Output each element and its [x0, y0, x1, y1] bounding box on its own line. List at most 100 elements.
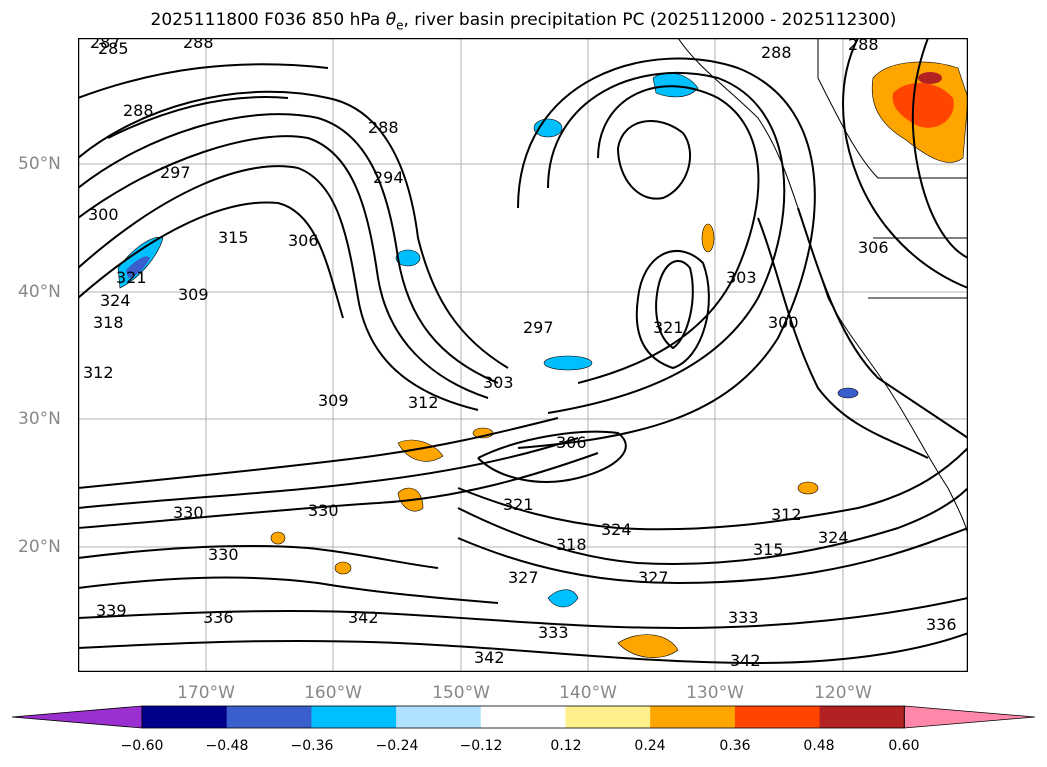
contour-label: 336 [926, 615, 957, 634]
contour-line [842, 38, 968, 289]
contour-label: 312 [771, 505, 802, 524]
contour-line [78, 545, 439, 569]
colorbar-tick: 0.60 [888, 738, 920, 754]
contour-line [577, 85, 760, 384]
contour-line [78, 576, 499, 604]
colorbar-segment [565, 706, 651, 728]
contour-label: 288 [368, 118, 399, 137]
contour-line [457, 487, 968, 565]
contour-line [547, 71, 786, 414]
contour-label: 324 [601, 520, 632, 539]
colorbar-tick: −0.60 [120, 738, 164, 754]
contour-line [78, 417, 559, 489]
contour-line [457, 447, 968, 531]
colorbar-segment [226, 706, 312, 728]
coastline [677, 38, 968, 539]
map-svg: 287 288 285 288 288 288 288 297 294 300 … [78, 38, 968, 672]
contour-label: 300 [768, 313, 799, 332]
contour-label: 339 [96, 601, 127, 620]
theta-e-contours [78, 38, 968, 665]
contour-label: 287 [90, 38, 121, 52]
colorbar-extend-low [11, 705, 143, 729]
contour-line [78, 63, 329, 99]
contour-line [617, 120, 692, 200]
precip-positive-area [270, 531, 286, 545]
precip-negative-area [126, 256, 150, 278]
precip-negative-area [395, 249, 421, 267]
contour-label: 336 [203, 608, 234, 627]
contour-label: 315 [218, 228, 249, 247]
precip-shading [117, 61, 968, 658]
contour-line [78, 201, 344, 319]
contour-line [517, 57, 816, 449]
contour-label: 330 [308, 501, 339, 520]
contour-label: 306 [556, 433, 587, 452]
lat-label-50n: 50°N [18, 154, 61, 174]
colorbar-tick: −0.12 [459, 738, 503, 754]
contour-label: 285 [98, 39, 129, 58]
colorbar-tick: −0.48 [205, 738, 249, 754]
colorbar-segment [819, 706, 905, 728]
precip-positive-area [918, 72, 942, 84]
lat-label-20n: 20°N [18, 537, 61, 557]
contour-line [78, 135, 489, 399]
contour-label: 318 [556, 535, 587, 554]
contour-line [911, 38, 968, 259]
contour-label: 318 [93, 313, 124, 332]
lon-label-130w: 130°W [686, 683, 744, 703]
contour-label: 288 [183, 38, 214, 52]
contour-line [78, 597, 968, 630]
contour-label: 303 [483, 373, 514, 392]
precip-negative-area [837, 387, 859, 399]
precip-positive-area [892, 82, 954, 128]
contour-label: 324 [818, 528, 849, 547]
contour-line [78, 632, 968, 665]
colorbar-outline [141, 705, 905, 729]
map-border [78, 38, 968, 672]
contour-label: 321 [503, 495, 534, 514]
contour-line [757, 217, 929, 459]
lon-label-150w: 150°W [432, 683, 490, 703]
contour-label: 333 [728, 608, 759, 627]
colorbar-segment [480, 706, 566, 728]
lon-label-140w: 140°W [559, 683, 617, 703]
contour-label: 306 [858, 238, 889, 257]
contour-label: 342 [730, 651, 761, 670]
colorbar-segment [311, 706, 397, 728]
contour-line [635, 250, 710, 370]
contour-line [477, 430, 627, 483]
contour-label: 327 [638, 568, 669, 587]
contour-label: 330 [173, 503, 204, 522]
colorbar-segment [142, 706, 228, 728]
precip-positive-area [397, 439, 444, 462]
contour-label: 321 [653, 318, 684, 337]
colorbar-tick: 0.24 [634, 738, 666, 754]
colorbar-segment [650, 706, 736, 728]
contour-line [78, 113, 499, 384]
state-borders [868, 177, 968, 299]
colorbar [11, 705, 1036, 729]
contour-label: 300 [88, 205, 119, 224]
contour-label: 294 [373, 168, 404, 187]
contour-label: 288 [123, 101, 154, 120]
colorbar-tick: −0.36 [290, 738, 334, 754]
contour-label: 309 [178, 285, 209, 304]
contour-label: 306 [288, 231, 319, 250]
contour-label: 315 [753, 540, 784, 559]
lat-label-30n: 30°N [18, 409, 61, 429]
precip-positive-area [334, 561, 352, 575]
colorbar-tick: −0.24 [375, 738, 419, 754]
precip-positive-area [797, 481, 819, 495]
lon-label-160w: 160°W [304, 683, 362, 703]
contour-label: 312 [83, 363, 114, 382]
contour-label: 288 [848, 38, 879, 54]
contour-line [78, 90, 509, 369]
colorbar-tick: 0.12 [550, 738, 582, 754]
north-america-coast [677, 38, 968, 539]
contour-line [78, 452, 599, 529]
contour-labels: 287 288 285 288 288 288 288 297 294 300 … [83, 38, 957, 670]
contour-line [78, 437, 579, 509]
map-background [78, 38, 968, 672]
contour-line [107, 96, 289, 139]
contour-label: 297 [523, 318, 554, 337]
